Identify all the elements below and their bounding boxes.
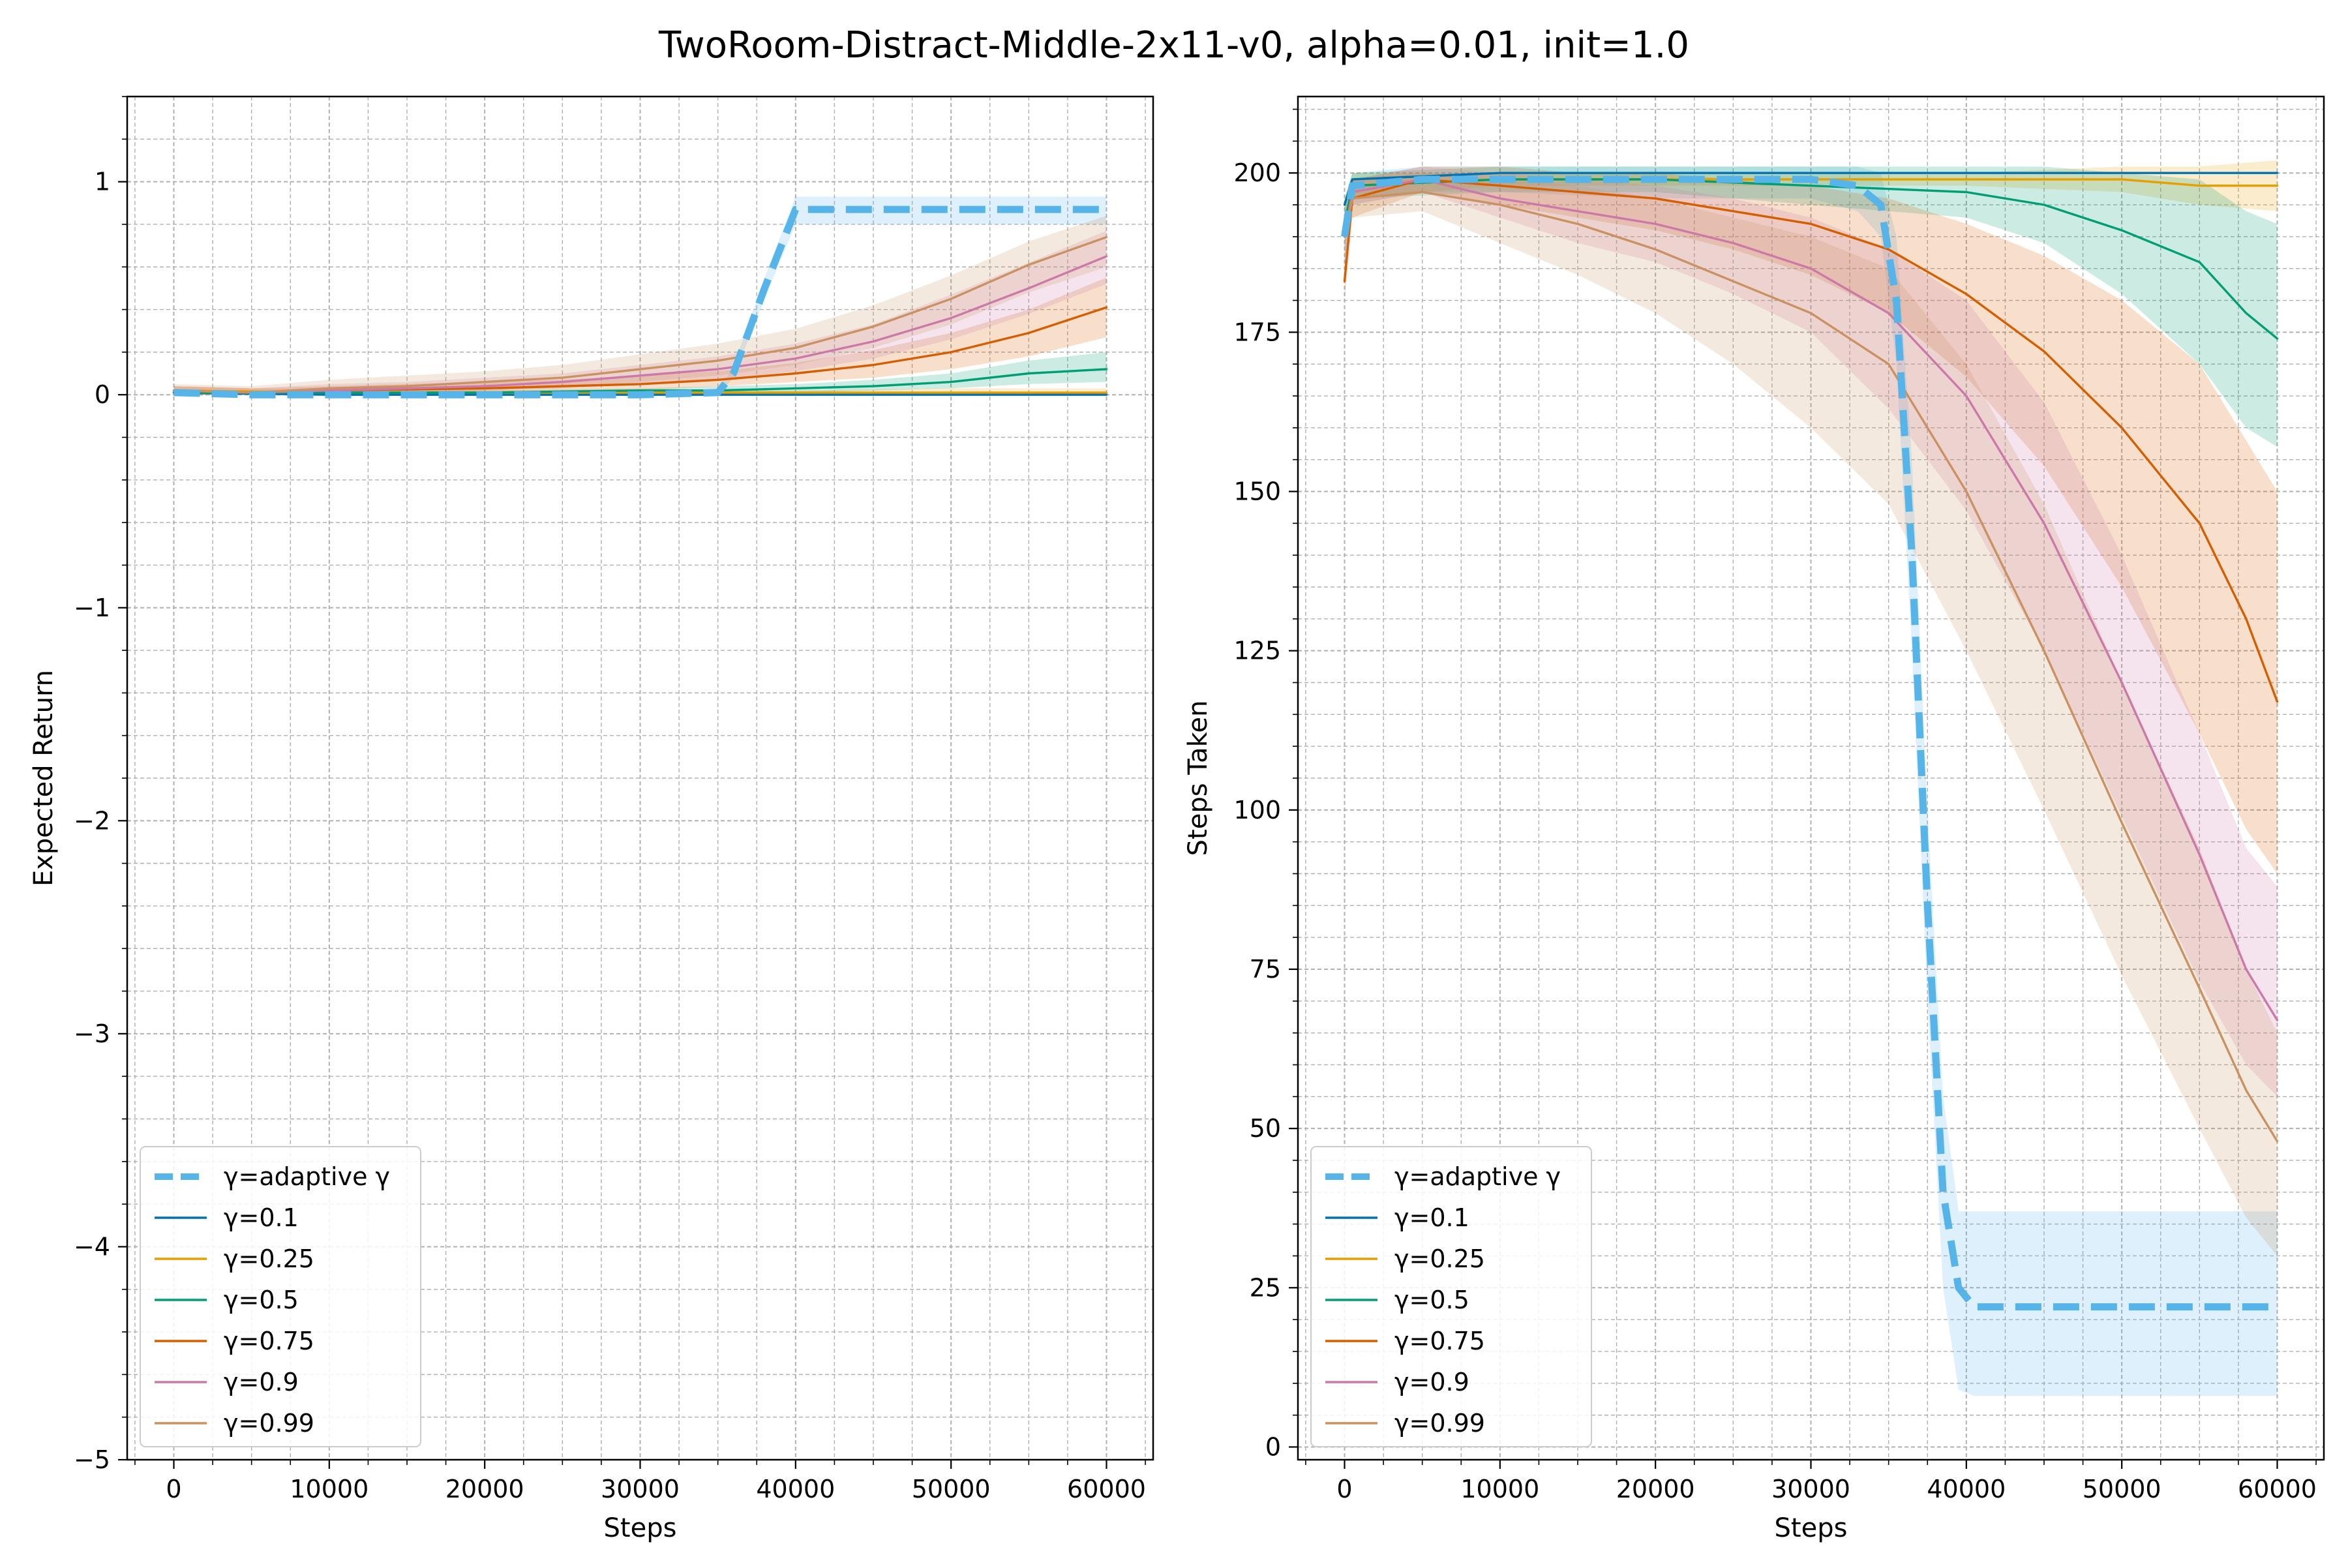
y-tick-label: 0	[1265, 1432, 1281, 1461]
legend: γ=adaptive γ γ=0.1 γ=0.25 γ=0.5 γ=0.75 γ=0.9 γ…	[140, 1146, 421, 1447]
y-tick-label: 50	[1250, 1114, 1281, 1143]
legend-label-2: γ=0.25	[224, 1244, 314, 1273]
x-tick-label: 10000	[1460, 1475, 1539, 1503]
x-tick-label: 30000	[601, 1475, 680, 1503]
series-layer	[1341, 160, 2279, 1396]
x-tick-label: 50000	[2083, 1475, 2161, 1503]
legend-label-1: γ=0.1	[224, 1203, 299, 1232]
panel-expected-return: 0 10000 20000 30000 40000 50000 60000 1 0 −1 −2 −3 −…	[29, 95, 1154, 1543]
x-tick-label: 0	[1336, 1475, 1352, 1503]
x-tick-label: 50000	[912, 1475, 991, 1503]
legend-label-6: γ=0.99	[224, 1409, 314, 1438]
y-tick-label: 25	[1250, 1273, 1281, 1302]
y-axis-label: Expected Return	[29, 670, 59, 886]
y-tick-label: −1	[74, 594, 110, 622]
series-line-5	[1343, 178, 2279, 1021]
x-tick-label: 10000	[290, 1475, 369, 1503]
y-tick-label: 125	[1233, 637, 1281, 665]
legend-frame	[1310, 1146, 1592, 1447]
series-line-4	[1343, 178, 2279, 703]
confidence-band-6	[173, 215, 1107, 395]
legend-frame	[140, 1146, 421, 1447]
x-tick-label: 30000	[1771, 1475, 1850, 1503]
legend-label-0: γ=adaptive γ	[224, 1162, 390, 1191]
series-line-1	[1343, 172, 2279, 206]
confidence-band-3	[1344, 166, 2278, 447]
series-layer	[172, 196, 1108, 399]
confidence-band-3	[173, 352, 1107, 395]
y-axis-label: Steps Taken	[1183, 701, 1213, 856]
y-tick-label: 1	[95, 168, 110, 196]
legend-label-3: γ=0.5	[224, 1286, 299, 1314]
legend-label-3: γ=0.5	[1394, 1286, 1469, 1314]
panel-steps-taken: 0 10000 20000 30000 40000 50000 60000 200 175 150…	[1183, 95, 2325, 1543]
figure-title: TwoRoom-Distract-Middle-2x11-v0, alpha=0…	[658, 24, 1689, 67]
x-tick-label: 60000	[2238, 1475, 2317, 1503]
legend-label-4: γ=0.75	[1394, 1327, 1485, 1355]
x-axis-label: Steps	[604, 1513, 677, 1543]
y-tick-label: −2	[74, 806, 110, 835]
x-axis-label: Steps	[1775, 1513, 1848, 1543]
confidence-band-0	[1344, 166, 2278, 1396]
confidence-band-5	[173, 230, 1107, 395]
x-tick-label: 40000	[756, 1475, 835, 1503]
series-line-adaptive	[1341, 175, 2278, 1311]
series-line-6	[1343, 190, 2279, 1143]
series-line-adaptive	[173, 205, 1107, 399]
y-tick-label: 150	[1233, 477, 1281, 506]
series-line-5	[172, 255, 1108, 394]
confidence-band-5	[1344, 166, 2278, 1097]
legend-label-5: γ=0.9	[224, 1368, 299, 1396]
legend-label-4: γ=0.75	[224, 1327, 314, 1355]
series-line-6	[172, 235, 1108, 394]
legend-label-0: γ=adaptive γ	[1394, 1162, 1561, 1191]
x-tick-label: 20000	[1616, 1475, 1695, 1503]
x-tick-label: 20000	[445, 1475, 524, 1503]
x-tick-label: 60000	[1067, 1475, 1146, 1503]
y-tick-label: 175	[1233, 318, 1281, 346]
y-tick-label: −5	[74, 1445, 110, 1474]
legend-label-1: γ=0.1	[1394, 1203, 1469, 1232]
confidence-band-4	[1344, 166, 2278, 874]
x-tick-label: 0	[166, 1475, 181, 1503]
legend-label-5: γ=0.9	[1394, 1368, 1469, 1396]
y-tick-label: −4	[74, 1232, 110, 1261]
confidence-band-0	[173, 196, 1107, 395]
legend-label-6: γ=0.99	[1394, 1409, 1485, 1438]
x-tick-label: 40000	[1927, 1475, 2006, 1503]
y-tick-label: 200	[1233, 158, 1281, 187]
y-tick-label: 75	[1250, 955, 1281, 984]
y-tick-label: −3	[74, 1019, 110, 1048]
confidence-band-6	[1344, 173, 2278, 1256]
legend-label-2: γ=0.25	[1394, 1244, 1485, 1273]
y-tick-label: 0	[95, 380, 110, 409]
y-tick-label: 100	[1233, 796, 1281, 824]
legend: γ=adaptive γ γ=0.1 γ=0.25 γ=0.5 γ=0.75 γ=0.9 γ…	[1310, 1146, 1592, 1447]
